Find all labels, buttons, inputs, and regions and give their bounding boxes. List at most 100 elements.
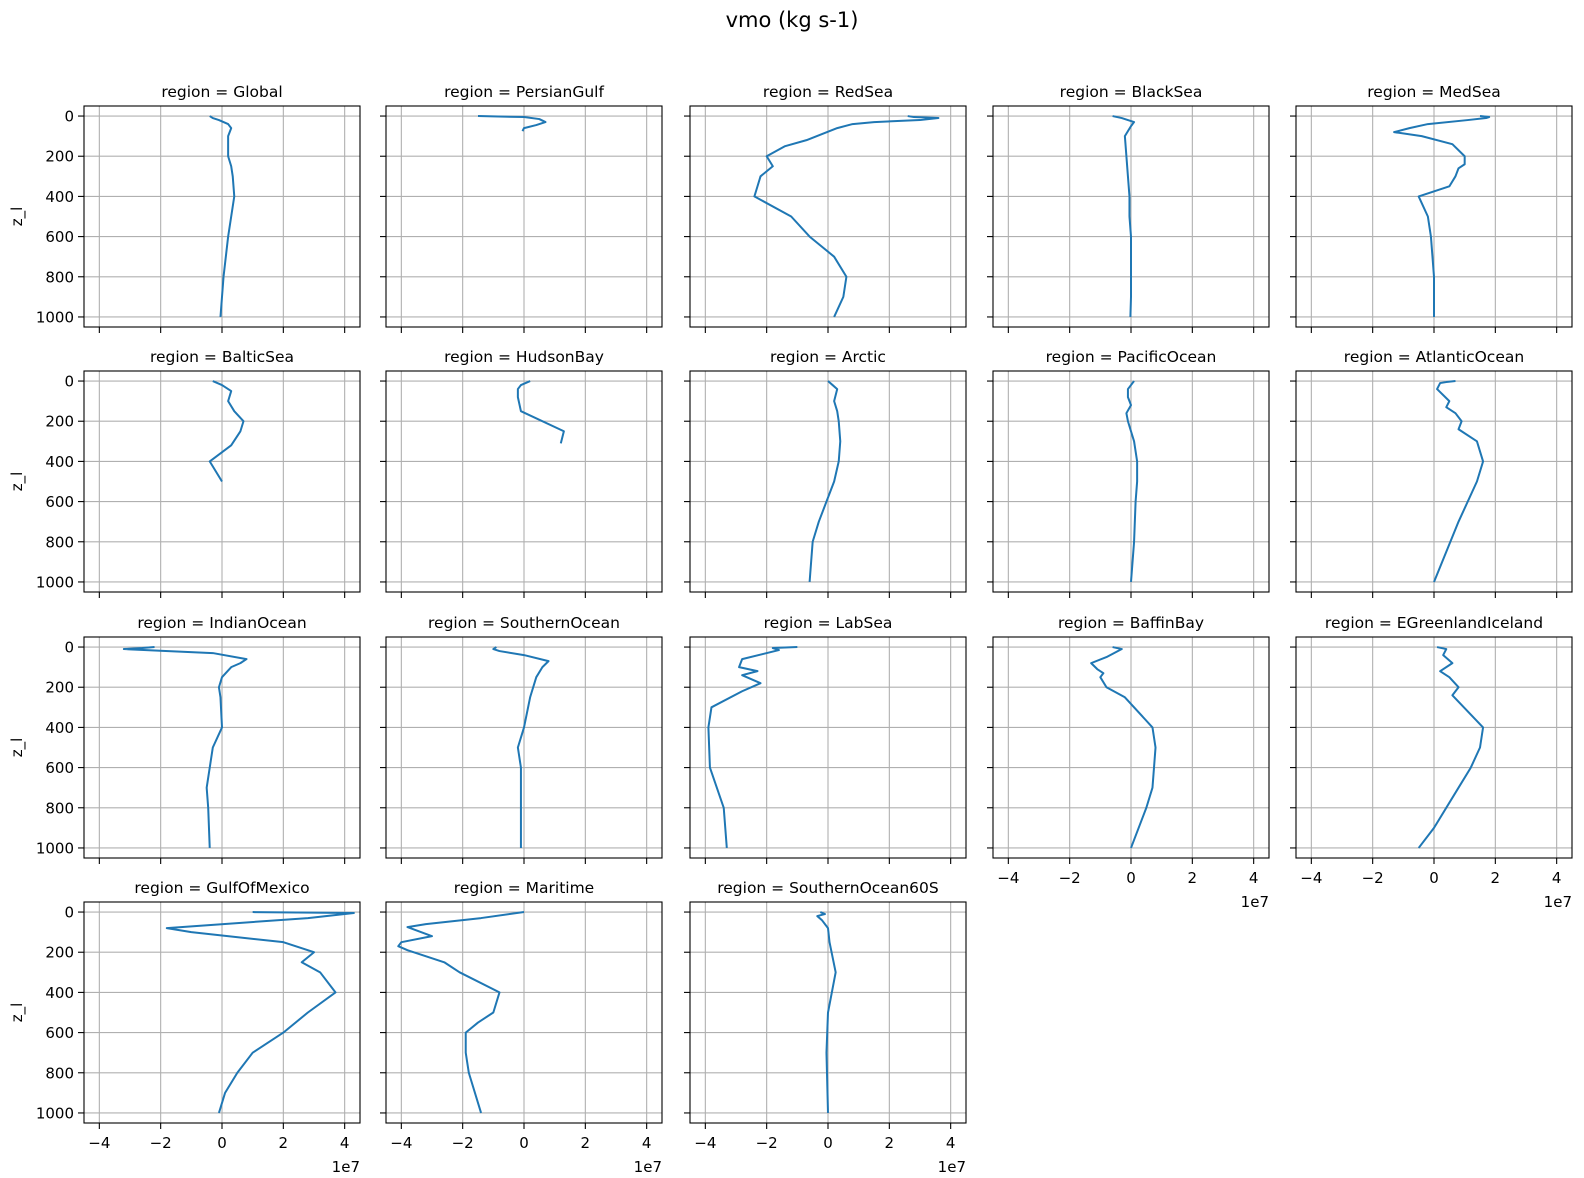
- x-tick-label: −2: [1059, 869, 1081, 887]
- x-offset-label: 1e7: [332, 1158, 360, 1176]
- series-line: [209, 115, 236, 318]
- series-line: [1433, 380, 1485, 583]
- series-line: [1112, 115, 1136, 317]
- y-tick-label: 200: [45, 148, 74, 166]
- panel: region = AtlanticOcean: [1290, 348, 1573, 598]
- y-axis-label: z_l: [8, 738, 27, 758]
- panel: region = RedSea: [684, 83, 967, 333]
- panel: 0 200 400 600 800 1000 z_l region = IndianOcean: [8, 614, 361, 864]
- x-tick-label: −4: [997, 869, 1019, 887]
- x-tick-label: 4: [1552, 869, 1562, 887]
- series-line: [122, 646, 248, 848]
- panel-title: region = EGreenlandIceland: [1325, 614, 1543, 632]
- y-tick-label: 600: [45, 1024, 74, 1042]
- y-tick-label: 800: [45, 799, 74, 817]
- y-tick-label: 0: [64, 108, 74, 126]
- y-tick-label: 600: [45, 228, 74, 246]
- x-tick-label: 2: [1491, 869, 1501, 887]
- y-tick-label: 1000: [36, 1104, 74, 1122]
- series-line: [707, 646, 798, 849]
- y-tick-label: 600: [45, 493, 74, 511]
- x-tick-label: −2: [756, 1134, 778, 1152]
- y-tick-label: 0: [64, 373, 74, 391]
- x-tick-label: 0: [1126, 869, 1136, 887]
- series-line: [1090, 646, 1157, 849]
- series-line: [808, 380, 842, 583]
- panel: region = MedSea: [1290, 83, 1573, 333]
- y-tick-label: 400: [45, 453, 74, 471]
- y-tick-label: 0: [64, 904, 74, 922]
- y-axis-label: z_l: [8, 472, 27, 492]
- series-line: [397, 911, 525, 1114]
- x-tick-label: 4: [642, 1134, 652, 1152]
- series-line: [816, 911, 837, 1113]
- panel: 0 200 400 600 800 1000 z_l region = BalticSea: [8, 348, 361, 598]
- panel: −4 −2 0 2 4 1e7 region = EGreenlandIceland: [1290, 614, 1573, 911]
- x-offset-label: 1e7: [938, 1158, 966, 1176]
- y-tick-label: 200: [45, 944, 74, 962]
- x-offset-label: 1e7: [1544, 893, 1572, 911]
- panel-title: region = PacificOcean: [1046, 348, 1217, 366]
- panel-title: region = BalticSea: [150, 348, 294, 366]
- series-line: [1417, 646, 1485, 849]
- panel: −4 −2 0 2 4 1e7 region = BaffinBay: [987, 614, 1270, 911]
- panel-title: region = IndianOcean: [137, 614, 306, 632]
- x-tick-label: 2: [279, 1134, 289, 1152]
- figure-suptitle: vmo (kg s-1): [726, 8, 859, 32]
- y-tick-label: 400: [45, 188, 74, 206]
- x-tick-label: 2: [1188, 869, 1198, 887]
- panel-title: region = BlackSea: [1060, 83, 1203, 101]
- y-tick-label: 1000: [36, 308, 74, 326]
- x-tick-label: −2: [1362, 869, 1384, 887]
- series-line: [516, 380, 565, 444]
- x-tick-label: 4: [340, 1134, 350, 1152]
- panel-title: region = PersianGulf: [444, 83, 604, 101]
- y-tick-label: 800: [45, 533, 74, 551]
- series-line: [1125, 380, 1139, 583]
- x-tick-label: −4: [1300, 869, 1322, 887]
- x-tick-label: 0: [1429, 869, 1439, 887]
- y-axis-label: z_l: [8, 1003, 27, 1023]
- panel: region = HudsonBay: [380, 348, 663, 598]
- x-tick-label: 0: [217, 1134, 227, 1152]
- panel-title: region = HudsonBay: [444, 348, 604, 366]
- panel: region = Arctic: [684, 348, 967, 598]
- y-tick-label: 200: [45, 679, 74, 697]
- x-tick-label: −2: [150, 1134, 172, 1152]
- x-tick-label: 4: [946, 1134, 956, 1152]
- panel: 0 200 400 600 800 1000 z_l −4 −2 0 2 4 1e7 region = G…: [8, 879, 361, 1176]
- series-line: [477, 115, 547, 132]
- y-tick-label: 1000: [36, 573, 74, 591]
- y-tick-label: 800: [45, 1064, 74, 1082]
- panel-title: region = SouthernOcean60S: [717, 879, 939, 897]
- x-tick-label: 0: [519, 1134, 529, 1152]
- panel-title: region = SouthernOcean: [428, 614, 620, 632]
- panel-title: region = Global: [161, 83, 282, 101]
- series-line: [208, 380, 245, 483]
- panel: 0 200 400 600 800 1000 z_l region = Global: [8, 83, 361, 333]
- panel-title: region = LabSea: [764, 614, 893, 632]
- panel: region = PersianGulf: [380, 83, 663, 333]
- panel-title: region = RedSea: [763, 83, 893, 101]
- panel: region = BlackSea: [987, 83, 1270, 333]
- panel: region = PacificOcean: [987, 348, 1270, 598]
- x-tick-label: 0: [823, 1134, 833, 1152]
- panel-title: region = Arctic: [770, 348, 886, 366]
- x-tick-label: 4: [1249, 869, 1259, 887]
- x-offset-label: 1e7: [634, 1158, 662, 1176]
- series-line: [753, 115, 940, 318]
- panel: region = LabSea: [684, 614, 967, 864]
- y-tick-label: 200: [45, 413, 74, 431]
- x-tick-label: −4: [694, 1134, 716, 1152]
- y-tick-label: 400: [45, 719, 74, 737]
- y-tick-label: 0: [64, 639, 74, 657]
- series-line: [165, 911, 355, 1114]
- x-tick-label: −4: [88, 1134, 110, 1152]
- panel-title: region = MedSea: [1367, 83, 1500, 101]
- x-tick-label: 2: [581, 1134, 591, 1152]
- panel: region = SouthernOcean: [380, 614, 663, 864]
- x-tick-label: −2: [452, 1134, 474, 1152]
- panel: −4 −2 0 2 4 1e7 region = SouthernOcean60S: [684, 879, 967, 1176]
- y-tick-label: 400: [45, 984, 74, 1002]
